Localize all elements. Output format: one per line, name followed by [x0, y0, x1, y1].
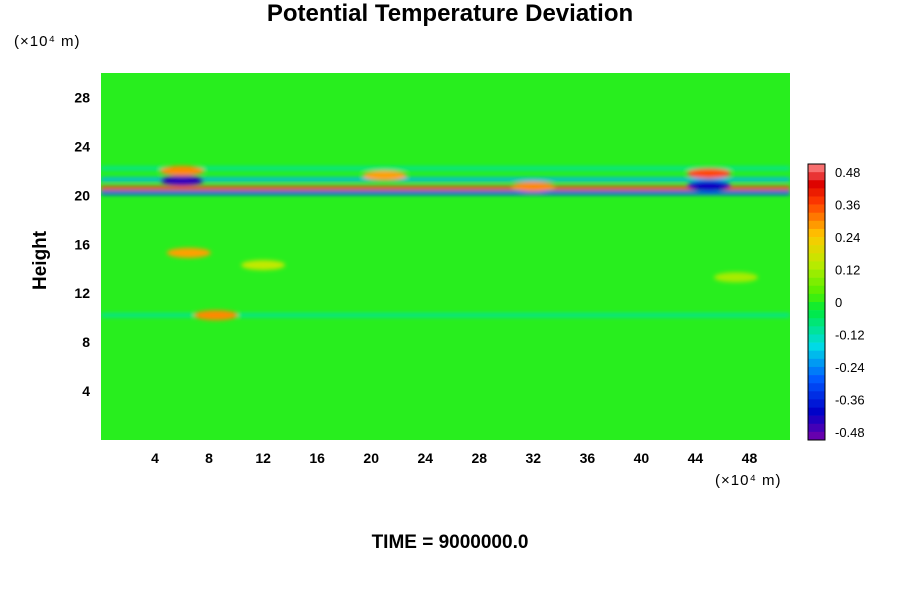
colorbar-swatch [808, 358, 825, 368]
colorbar-tick-label: -0.36 [835, 392, 865, 407]
colorbar-swatch [808, 375, 825, 384]
colorbar-swatch [808, 350, 825, 360]
colorbar-swatch [808, 366, 825, 376]
x-tick-label: 8 [205, 450, 213, 466]
colorbar-tick-label: -0.48 [835, 425, 865, 440]
colorbar-swatch [808, 228, 825, 238]
heatmap-feature-5 [160, 175, 205, 186]
x-tick-label: 36 [580, 450, 596, 466]
colorbar-swatch [808, 407, 825, 416]
heatmap-band-2 [101, 177, 790, 182]
y-tick-label: 8 [82, 334, 90, 350]
x-axis-unit: (×10⁴ m) [715, 472, 782, 489]
colorbar-swatch [808, 164, 825, 173]
colorbar-swatch [808, 277, 825, 287]
colorbar-swatch [808, 318, 825, 327]
colorbar-tick-label: 0.36 [835, 198, 860, 213]
heatmap-band-0 [101, 190, 790, 195]
heatmap-feature-10 [362, 170, 407, 181]
heatmap-feature-11 [166, 247, 211, 258]
colorbar-swatch [808, 220, 825, 230]
colorbar-tick-label: 0.24 [835, 230, 860, 245]
y-axis-unit: (×10⁴ m) [14, 33, 81, 50]
colorbar-swatch [808, 423, 825, 433]
heatmap-feature-12 [241, 260, 286, 271]
heatmap-feature-7 [686, 180, 731, 191]
colorbar-swatch [808, 383, 825, 392]
colorbar-swatch [808, 269, 825, 278]
colorbar-swatch [808, 196, 825, 205]
y-tick-label: 28 [74, 89, 90, 105]
colorbar-swatch [808, 326, 825, 335]
heatmap-background [101, 73, 790, 440]
x-tick-label: 44 [688, 450, 704, 466]
colorbar-swatch [808, 334, 825, 343]
colorbar-swatch [808, 245, 825, 254]
colorbar-swatch [808, 188, 825, 197]
chart-title: Potential Temperature Deviation [266, 0, 634, 27]
colorbar-swatch [808, 415, 825, 425]
y-tick-label: 20 [74, 187, 90, 203]
y-tick-label: 16 [74, 236, 90, 252]
heatmap-feature-13 [193, 310, 238, 321]
heatmap-feature-14 [713, 272, 758, 283]
heatmap-band-4 [101, 313, 790, 318]
heatmap-feature-9 [511, 181, 556, 192]
y-tick-label: 24 [74, 138, 90, 154]
colorbar-swatch [808, 285, 825, 295]
colorbar-swatch [808, 302, 825, 311]
heatmap-feature-8 [686, 168, 731, 179]
colorbar-tick-label: 0 [835, 295, 842, 310]
colorbar-swatch [808, 399, 825, 408]
heatmap-band-1 [101, 185, 790, 190]
colorbar-swatch [808, 293, 825, 303]
heatmap-band-3 [101, 166, 790, 171]
y-tick-label: 4 [82, 383, 90, 399]
colorbar-swatch [808, 180, 825, 189]
x-tick-label: 24 [417, 450, 433, 466]
x-tick-label: 40 [634, 450, 650, 466]
colorbar-tick-label: -0.12 [835, 327, 865, 342]
colorbar-swatch [808, 212, 825, 222]
colorbar-swatch [808, 253, 825, 262]
colorbar-border [807, 163, 826, 441]
colorbar-swatch [808, 237, 825, 246]
colorbar-swatch [808, 431, 825, 441]
colorbar-swatch [808, 342, 825, 352]
colorbar-swatch [808, 204, 825, 214]
colorbar-swatch [808, 310, 825, 319]
time-label: TIME = 9000000.0 [371, 532, 529, 553]
colorbar-tick-label: 0.12 [835, 263, 860, 278]
heatmap-feature-6 [160, 165, 205, 176]
y-tick-label: 12 [74, 285, 90, 301]
colorbar-swatch [808, 391, 825, 400]
colorbar-tick-label: 0.48 [835, 165, 860, 180]
x-tick-label: 4 [151, 450, 159, 466]
x-tick-label: 16 [309, 450, 325, 466]
colorbar-swatch [808, 172, 825, 181]
colorbar-tick-label: -0.24 [835, 360, 865, 375]
colorbar-swatch [808, 261, 825, 270]
x-tick-label: 20 [363, 450, 379, 466]
x-tick-label: 12 [255, 450, 271, 466]
x-tick-label: 48 [742, 450, 758, 466]
x-tick-label: 32 [526, 450, 542, 466]
x-tick-label: 28 [471, 450, 487, 466]
